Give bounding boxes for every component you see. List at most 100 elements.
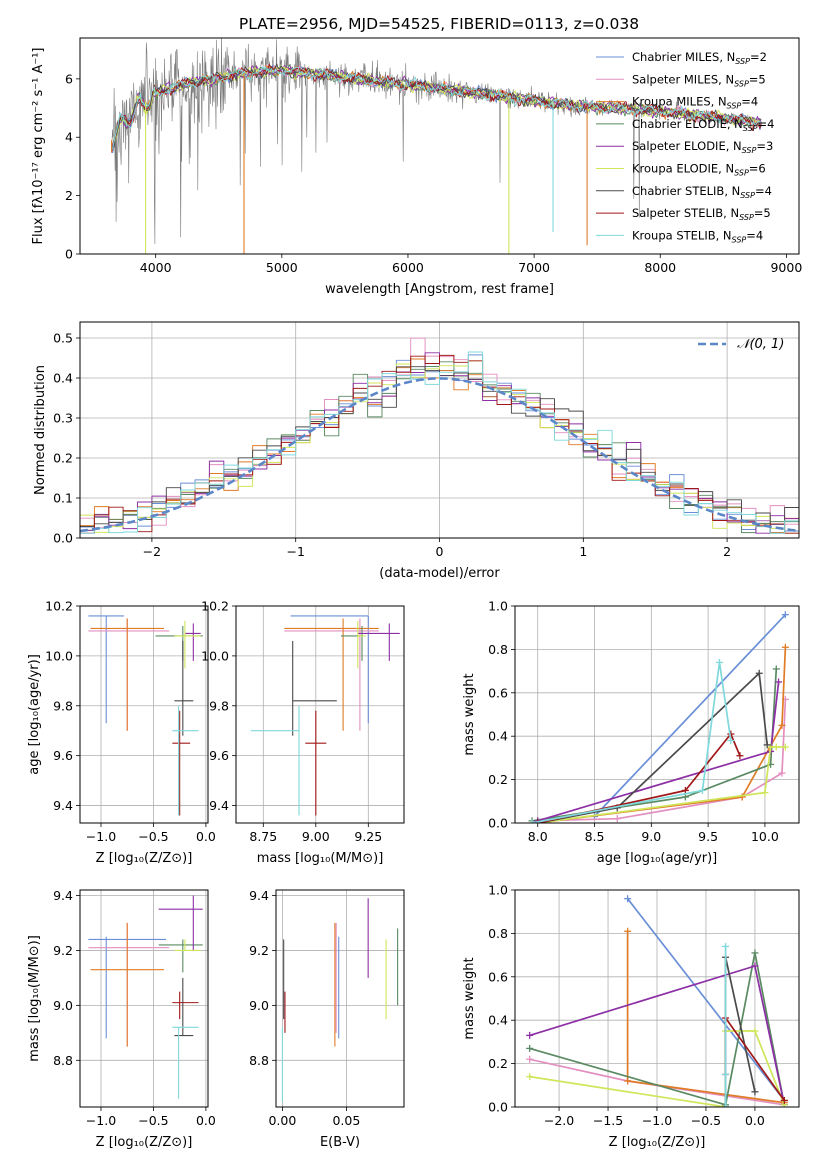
z-mass-xtick-label: −0.5 xyxy=(138,1113,168,1128)
age-weight-weight-marker xyxy=(681,786,689,794)
age-weight-weight-marker xyxy=(778,721,786,729)
spectrum-xlabel: wavelength [Angstrom, rest frame] xyxy=(325,282,554,297)
age-weight-weight-marker xyxy=(775,678,783,686)
z-weight-weight-marker xyxy=(722,1070,730,1078)
z-weight-weight-marker xyxy=(751,1027,759,1035)
z-weight-ylabel: mass weight xyxy=(462,957,477,1039)
spectrum-xtick-label: 9000 xyxy=(770,260,802,275)
residuals-xtick-label: −1 xyxy=(286,544,304,559)
age-weight-ytick-label: 0.2 xyxy=(488,772,508,787)
legend-entry: Chabrier STELIB, NSSP=4 xyxy=(632,184,772,200)
z-age-panel: −1.0 −0.5 0.0 9.4 9.6 9.8 10.0 10.2 Z [log₁₀(Z/Z… xyxy=(27,599,216,867)
residuals-ytick-label: 0.1 xyxy=(53,491,73,506)
z-age-ylabel: age [log₁₀(age/yr)] xyxy=(27,654,42,775)
mass-age-errorbar xyxy=(284,618,379,731)
age-weight-weight-marker xyxy=(715,658,723,666)
legend-entry: Salpeter MILES, NSSP=5 xyxy=(632,72,766,88)
z-weight-xtick-label: −1.0 xyxy=(642,1113,672,1128)
z-age-ytick-label: 9.8 xyxy=(53,698,73,713)
spectrum-ytick-label: 6 xyxy=(65,71,73,86)
ebv-mass-xtick-label: 0.05 xyxy=(332,1113,360,1128)
residuals-xtick-label: 2 xyxy=(723,544,731,559)
z-weight-weight-marker xyxy=(624,895,632,903)
mass-age-frame xyxy=(235,605,405,824)
z-mass-errorbar xyxy=(90,922,164,1047)
age-weight-plot-area xyxy=(528,611,789,823)
mass-age-ytick-label: 10.2 xyxy=(201,599,229,614)
spectrum-plot-area xyxy=(110,38,762,254)
z-weight-ytick-label: 0.0 xyxy=(488,1100,508,1115)
age-weight-weight-line xyxy=(537,647,787,823)
age-weight-weight-marker xyxy=(736,752,744,760)
spectrum-panel: 4000 5000 6000 7000 8000 9000 0 2 4 6 wavelength [… xyxy=(31,37,802,297)
z-age-plot-area xyxy=(88,615,203,816)
z-weight-weight-marker xyxy=(526,1055,534,1063)
age-weight-panel: 8.0 8.5 9.0 9.5 10.0 0.0 0.2 0.4 0.6 0.8 1.0 age [l… xyxy=(462,599,800,866)
age-weight-weight-marker xyxy=(755,669,763,677)
ebv-mass-ytick-label: 9.4 xyxy=(249,888,269,903)
z-mass-ytick-label: 9.4 xyxy=(53,888,73,903)
spectrum-ytick-label: 2 xyxy=(65,188,73,203)
z-mass-errorbar xyxy=(158,939,203,973)
z-weight-xtick-label: −1.5 xyxy=(593,1113,623,1128)
z-weight-weight-line xyxy=(529,952,786,1106)
z-weight-weight-marker xyxy=(751,949,759,957)
legend-entry: Chabrier ELODIE, NSSP=4 xyxy=(632,117,774,133)
residuals-xtick-label: −2 xyxy=(143,544,161,559)
age-weight-xtick-label: 8.0 xyxy=(528,829,548,844)
age-weight-ytick-label: 0.0 xyxy=(488,816,508,831)
age-weight-weight-marker xyxy=(738,793,746,801)
legend-entry: Kroupa MILES, NSSP=4 xyxy=(632,95,758,111)
z-mass-xtick-label: 0.0 xyxy=(196,1113,216,1128)
z-age-ytick-label: 9.6 xyxy=(53,748,73,763)
z-mass-ytick-label: 9.0 xyxy=(53,998,73,1013)
z-mass-ytick-label: 9.2 xyxy=(53,943,73,958)
spectrum-model-line xyxy=(111,63,762,153)
ebv-mass-frame xyxy=(275,889,405,1108)
z-mass-xtick-label: −1.0 xyxy=(86,1113,116,1128)
age-weight-ytick-label: 0.4 xyxy=(488,729,508,744)
ebv-mass-ytick-label: 9.2 xyxy=(249,943,269,958)
spectrum-xtick-label: 6000 xyxy=(392,260,424,275)
z-weight-weight-marker xyxy=(526,1031,534,1039)
z-age-ytick-label: 10.2 xyxy=(45,599,73,614)
z-weight-ytick-label: 0.4 xyxy=(488,1013,508,1028)
z-weight-plot-area xyxy=(526,895,788,1107)
z-age-errorbar xyxy=(174,620,201,669)
age-weight-xlabel: age [log₁₀(age/yr)] xyxy=(597,851,718,866)
z-mass-errorbar xyxy=(172,991,199,1020)
z-age-frame xyxy=(79,605,209,824)
z-mass-plot-area xyxy=(88,895,203,1099)
z-age-errorbar xyxy=(172,705,199,816)
spectrum-model-line xyxy=(111,65,762,146)
age-weight-weight-line xyxy=(593,614,787,818)
mass-age-panel: 8.75 9.00 9.25 9.4 9.6 9.8 10.0 10.2 mass [log₁₀… xyxy=(201,599,405,866)
age-weight-ytick-label: 1.0 xyxy=(488,599,508,614)
z-mass-errorbar xyxy=(158,895,203,951)
residuals-panel: −2 −1 0 1 2 0.0 0.1 0.2 0.3 0.4 0.5 (data-model)/er… xyxy=(33,321,800,581)
age-weight-frame xyxy=(514,605,800,824)
age-weight-weight-marker xyxy=(781,743,789,751)
residuals-plot-area xyxy=(80,337,799,534)
z-weight-ytick-label: 0.6 xyxy=(488,969,508,984)
age-weight-ytick-label: 0.6 xyxy=(488,685,508,700)
z-mass-panel: −1.0 −0.5 0.0 8.8 9.0 9.2 9.4 Z [log₁₀(Z/Z⊙)] ma… xyxy=(27,888,216,1150)
z-mass-frame xyxy=(79,889,209,1108)
z-age-errorbar xyxy=(172,710,191,816)
z-age-errorbar xyxy=(88,618,170,731)
ebv-mass-plot-area xyxy=(281,898,399,1102)
mass-age-ytick-label: 10.0 xyxy=(201,648,229,663)
z-mass-errorbar xyxy=(174,977,194,1037)
mass-age-xtick-label: 9.25 xyxy=(354,829,382,844)
z-age-errorbar xyxy=(184,623,201,661)
age-weight-weight-marker xyxy=(698,786,706,794)
residuals-xlabel: (data-model)/error xyxy=(379,566,500,581)
spectrum-xtick-label: 8000 xyxy=(644,260,676,275)
z-age-xtick-label: 0.0 xyxy=(196,829,216,844)
mass-age-errorbar xyxy=(357,620,367,669)
spectrum-ytick-label: 4 xyxy=(65,130,73,145)
z-mass-errorbar xyxy=(174,939,201,951)
legend-entry: Salpeter ELODIE, NSSP=3 xyxy=(632,139,773,155)
age-weight-weight-marker xyxy=(534,819,542,823)
z-weight-weight-marker xyxy=(526,1073,534,1081)
